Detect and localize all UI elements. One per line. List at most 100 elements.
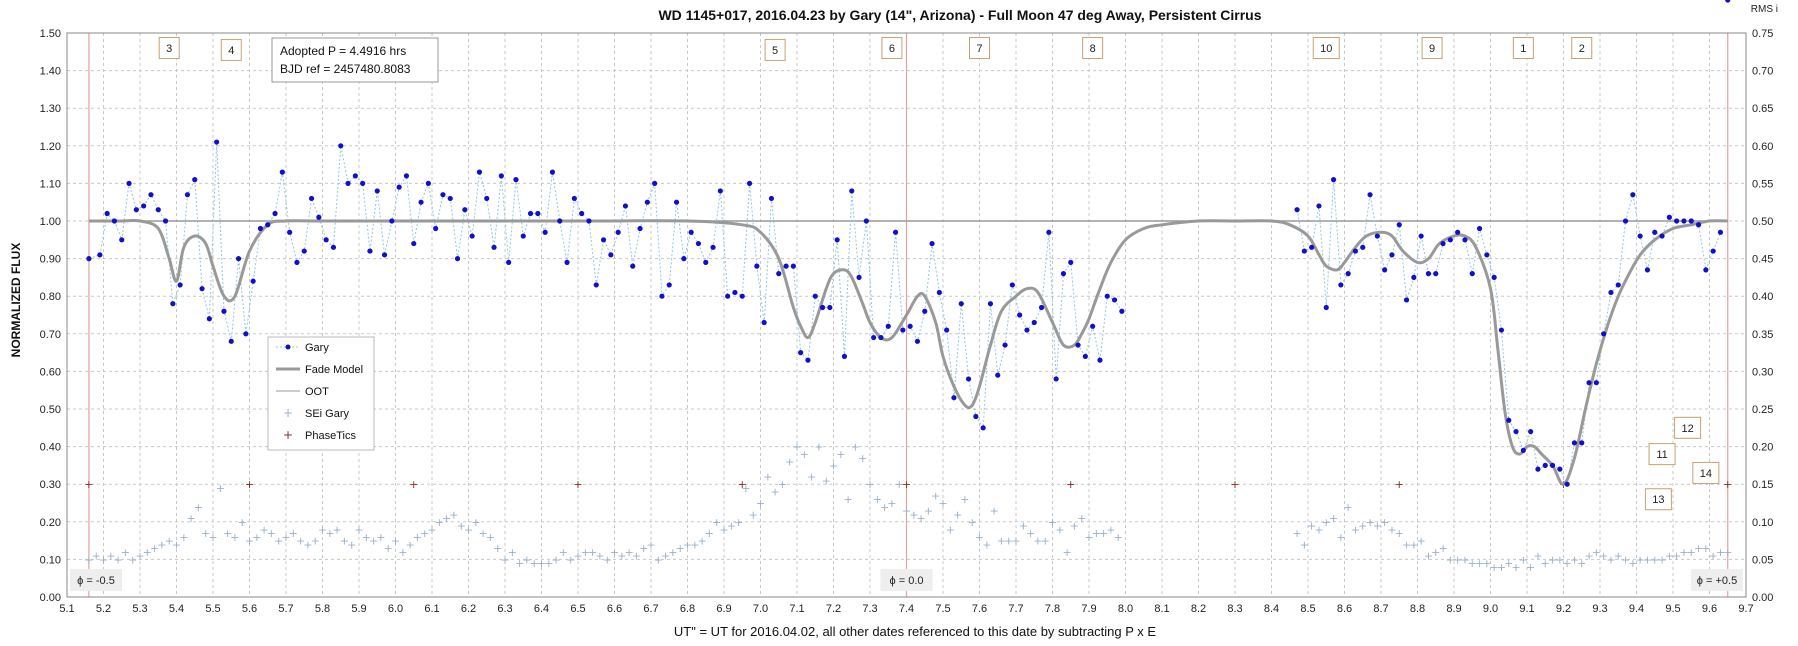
gary-point [929, 240, 935, 247]
gary-point [1666, 214, 1672, 220]
gary-point [141, 203, 147, 209]
sei-point: + [1709, 550, 1718, 563]
sei-point: + [1643, 553, 1652, 566]
gary-point [834, 237, 840, 243]
gary-point [841, 353, 848, 359]
sei-point: + [1431, 546, 1440, 559]
sei-point: + [1055, 523, 1064, 536]
event-box [1312, 37, 1340, 60]
sei-point: + [792, 441, 801, 454]
event-label: 7 [976, 43, 982, 55]
event-label: 5 [772, 45, 778, 57]
sei-point: + [1468, 557, 1477, 570]
event-label: 6 [889, 43, 895, 55]
gary-point [403, 173, 410, 179]
gary-point [1535, 466, 1541, 472]
sei-point: + [172, 538, 181, 551]
sei-point: + [1365, 516, 1374, 529]
sei-point: + [471, 516, 480, 529]
gary-point [1579, 440, 1585, 446]
y-tick-label: 1.20 [40, 141, 61, 153]
sei-point: + [208, 531, 217, 544]
legend-label-gary: Gary [305, 342, 329, 354]
gary-point [768, 195, 775, 202]
sei-point: + [668, 546, 677, 559]
sei-point: + [989, 505, 998, 518]
x-tick-label: 7.7 [1008, 603, 1023, 615]
x-tick-label: 5.2 [96, 603, 111, 615]
fade-model-curve [88, 218, 1728, 486]
sei-point: + [683, 538, 692, 551]
sei-point: + [530, 557, 539, 570]
y2-axis-label: RMS i [1751, 4, 1778, 15]
gary-point [1586, 380, 1592, 386]
sei-point: + [719, 523, 728, 536]
gary-point [126, 180, 132, 186]
sei-point: + [296, 535, 305, 548]
sei-point: + [398, 546, 407, 559]
gary-point [980, 425, 986, 431]
gary-point [1462, 237, 1468, 243]
x-tick-label: 9.1 [1519, 603, 1534, 615]
gary-point [863, 218, 869, 224]
phase-tic: + [902, 478, 911, 491]
event-label: 12 [1681, 423, 1693, 435]
legend-label-fade-model: Fade Model [305, 364, 363, 376]
gary-point [491, 244, 497, 250]
y2-tick-label: 0.45 [1752, 254, 1773, 266]
x-tick-label: 8.6 [1337, 603, 1352, 615]
gary-point [287, 229, 293, 235]
y2-tick-label: 0.30 [1752, 366, 1773, 378]
legend-item-phasetics: + PhaseTics [283, 428, 356, 442]
sei-point: + [1358, 520, 1367, 533]
sei-point: + [99, 553, 108, 566]
sei-point: + [442, 512, 451, 525]
x-tick-label: 7.5 [935, 603, 950, 615]
y-tick-label: 0.60 [40, 366, 61, 378]
gary-point [1111, 297, 1118, 303]
gary-point [1491, 274, 1497, 280]
gary-point [1017, 312, 1023, 318]
sei-point: + [1687, 546, 1696, 559]
x-tick-label: 7.1 [789, 603, 804, 615]
gary-point [1316, 203, 1322, 209]
x-axis-label: UT" = UT for 2016.04.02, all other dates… [674, 624, 1156, 639]
phase-label-bg [70, 569, 122, 591]
sei-point: + [179, 531, 188, 544]
event-box [1082, 37, 1104, 60]
event-label: 3 [166, 43, 172, 55]
gary-point [148, 192, 154, 198]
sei-point: + [420, 527, 429, 540]
gary-point [1046, 229, 1052, 235]
gary-point [761, 319, 767, 326]
gary-point [965, 376, 972, 382]
event-box [1692, 461, 1720, 484]
x-tick-label: 5.3 [132, 603, 147, 615]
sei-point: + [391, 535, 400, 548]
gary-point [506, 259, 512, 265]
sei-point: + [639, 542, 648, 555]
sei-point: + [1373, 520, 1382, 533]
gary-point [411, 240, 417, 247]
sei-point: + [1665, 550, 1674, 563]
sei-point: + [938, 497, 947, 510]
event-label: 4 [228, 45, 234, 57]
gridlines [67, 33, 1746, 597]
sei-point: + [522, 553, 531, 566]
sei-point: + [1344, 501, 1353, 514]
legend-label-oot: OOT [305, 386, 329, 398]
sei-series: ++++++++++++++++++++++++++++++++++++++++… [84, 441, 1732, 574]
sei-point: + [778, 478, 787, 491]
x-tick-label: 8.8 [1410, 603, 1425, 615]
gary-point [746, 180, 753, 186]
gary-point [783, 263, 789, 269]
gary-point [812, 293, 818, 299]
sei-point: + [340, 535, 349, 548]
gary-point [418, 199, 424, 205]
sei-point: + [106, 550, 115, 563]
sei-point: + [581, 546, 590, 559]
gary-point [1060, 271, 1067, 277]
gary-point [944, 327, 950, 333]
gary-point [367, 248, 373, 254]
x-tick-label: 6.9 [716, 603, 731, 615]
